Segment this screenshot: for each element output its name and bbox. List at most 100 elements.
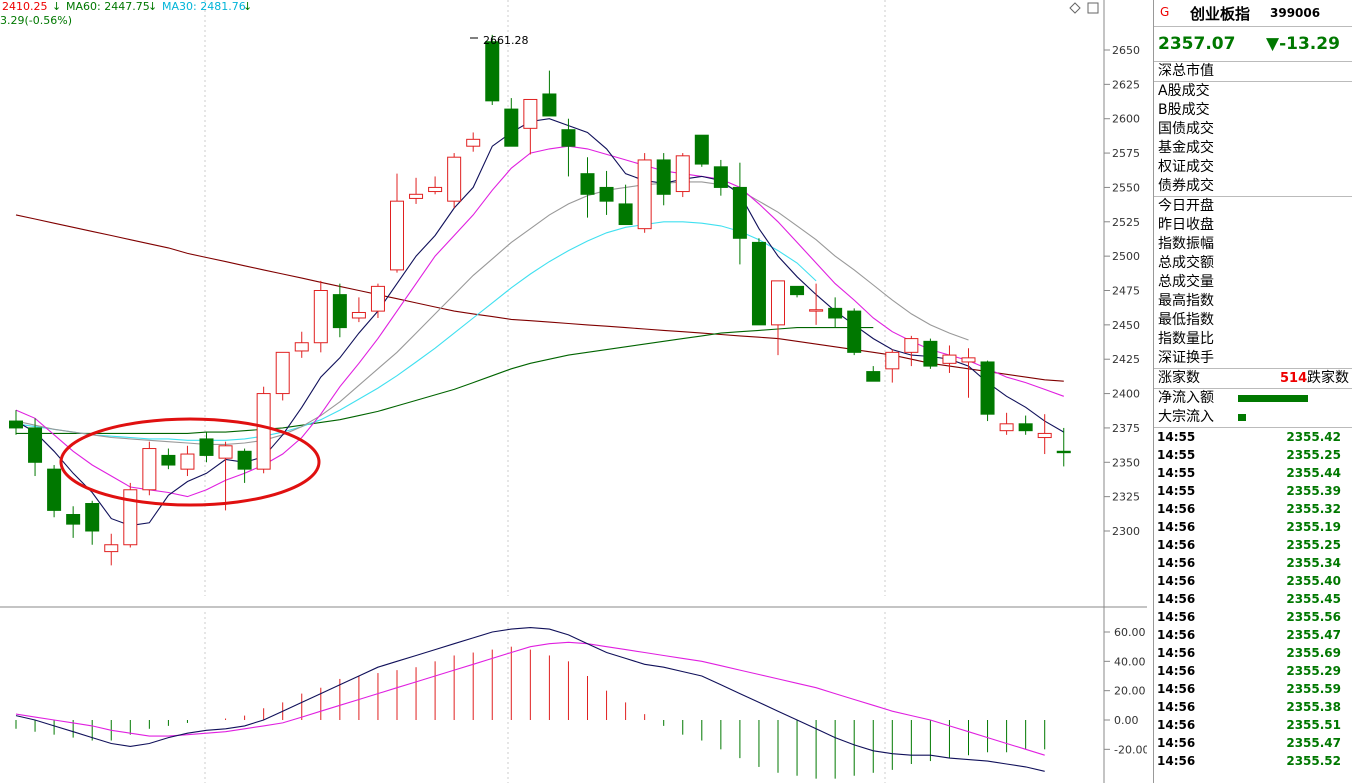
- stats-group: 今日开盘 昨日收盘 指数振幅 总成交额 总成交量 最高指数 最低指数 指数量比 深证换手: [1154, 197, 1352, 368]
- index-code: 399006: [1270, 6, 1321, 20]
- tick-row: 14:56 2355.56: [1154, 608, 1352, 626]
- candle-body: [447, 156, 462, 202]
- tick-time: 14:55: [1157, 484, 1196, 498]
- y-tick-label: 2375: [1112, 422, 1140, 435]
- candle-body: [713, 166, 728, 188]
- peak-label: 2661.28: [483, 34, 529, 47]
- tick-time: 14:56: [1157, 754, 1196, 768]
- tick-time: 14:56: [1157, 538, 1196, 552]
- candle-body: [218, 445, 233, 459]
- tick-price: 2355.32: [1286, 502, 1341, 516]
- tick-list[interactable]: 14:55 2355.42 14:55 2355.25 14:55 2355.44 14:5…: [1154, 428, 1352, 770]
- candle-body: [694, 134, 709, 165]
- tick-row: 14:56 2355.29: [1154, 662, 1352, 680]
- up-label: 涨家数: [1158, 370, 1200, 386]
- stat-label-2: 指数振幅: [1158, 236, 1214, 252]
- candle-body: [332, 294, 347, 329]
- y-tick-label: 2425: [1112, 353, 1140, 366]
- turnover-label-1: B股成交: [1158, 102, 1210, 118]
- ma250-line: [15, 214, 1064, 382]
- tick-price: 2355.69: [1286, 646, 1341, 660]
- ma-header-partial: 2410.25: [2, 0, 48, 13]
- highlight-ellipse: [59, 417, 321, 507]
- candle-body: [980, 361, 995, 415]
- candle-body: [732, 186, 747, 239]
- candle-body: [809, 309, 824, 312]
- macd-y-tick-label: 20.00: [1114, 685, 1146, 698]
- maximize-icon[interactable]: [1087, 2, 1099, 14]
- candle-body: [428, 186, 443, 193]
- macd-dea-line: [15, 641, 1045, 756]
- candle-body: [618, 203, 633, 226]
- candle-body: [47, 468, 62, 511]
- tick-row: 14:56 2355.32: [1154, 500, 1352, 518]
- ma-arrow-1: ↓: [52, 0, 61, 13]
- candle-body: [751, 241, 766, 326]
- tick-price: 2355.29: [1286, 664, 1341, 678]
- y-tick-label: 2475: [1112, 285, 1140, 298]
- candle-body: [504, 108, 519, 147]
- tick-price: 2355.44: [1286, 466, 1341, 480]
- stat-label-0: 今日开盘: [1158, 198, 1214, 214]
- stat-label-6: 最低指数: [1158, 312, 1214, 328]
- candle-body: [142, 448, 157, 491]
- tick-price: 2355.39: [1286, 484, 1341, 498]
- candle-body: [466, 138, 481, 147]
- candle-body: [294, 342, 309, 352]
- candle-body: [599, 186, 614, 202]
- tick-row: 14:56 2355.40: [1154, 572, 1352, 590]
- tick-price: 2355.19: [1286, 520, 1341, 534]
- candle-body: [771, 280, 785, 326]
- index-name: 创业板指: [1190, 5, 1251, 23]
- tick-price: 2355.45: [1286, 592, 1341, 606]
- candle-body: [656, 159, 671, 195]
- y-tick-label: 2650: [1112, 44, 1140, 57]
- tick-row: 14:55 2355.25: [1154, 446, 1352, 464]
- tick-price: 2355.42: [1286, 430, 1341, 444]
- tick-row: 14:56 2355.59: [1154, 680, 1352, 698]
- tick-price: 2355.59: [1286, 682, 1341, 696]
- macd-y-tick-label: 60.00: [1114, 626, 1146, 639]
- tick-row: 14:56 2355.19: [1154, 518, 1352, 536]
- tick-price: 2355.38: [1286, 700, 1341, 714]
- y-tick-label: 2325: [1112, 491, 1140, 504]
- change-label: 3.29(-0.56%): [0, 14, 72, 27]
- candle-body: [561, 129, 576, 147]
- tick-row: 14:56 2355.34: [1154, 554, 1352, 572]
- kline-chart[interactable]: 2650 2625 2600 2575 2550 2525 2500 2475 2450 2425…: [0, 0, 1147, 783]
- candle-body: [313, 290, 328, 344]
- candle-body: [104, 544, 119, 553]
- macd-y-tick-label: 0.00: [1114, 714, 1139, 727]
- tick-time: 14:56: [1157, 736, 1196, 750]
- y-tick-label: 2575: [1112, 147, 1140, 160]
- price-row: 2357.07 ▼-13.29: [1154, 27, 1352, 62]
- stat-label-5: 最高指数: [1158, 293, 1214, 309]
- breadth-row: 涨家数 514 跌家数: [1154, 369, 1352, 388]
- block-flow-row: 大宗流入: [1154, 408, 1352, 427]
- tick-price: 2355.25: [1286, 448, 1341, 462]
- tick-time: 14:56: [1157, 502, 1196, 516]
- tick-time: 14:56: [1157, 556, 1196, 570]
- tick-time: 14:55: [1157, 466, 1196, 480]
- tick-time: 14:56: [1157, 682, 1196, 696]
- diamond-icon[interactable]: [1069, 2, 1081, 14]
- candle-body: [199, 438, 214, 456]
- current-price: 2357.07: [1158, 34, 1236, 54]
- candle-body: [237, 450, 252, 470]
- candle-body: [485, 41, 500, 102]
- turnover-label-2: 国债成交: [1158, 121, 1214, 137]
- turnover-label-3: 基金成交: [1158, 140, 1214, 156]
- tick-row: 14:56 2355.25: [1154, 536, 1352, 554]
- net-flow-label: 净流入额: [1158, 390, 1214, 406]
- candle-body: [828, 307, 843, 319]
- candle-body: [904, 338, 919, 353]
- tick-row: 14:55 2355.39: [1154, 482, 1352, 500]
- ma30-line: [15, 221, 817, 441]
- tick-row: 14:56 2355.69: [1154, 644, 1352, 662]
- stat-label-1: 昨日收盘: [1158, 217, 1214, 233]
- candle-body: [637, 159, 652, 230]
- stat-label-8: 深证换手: [1158, 350, 1214, 366]
- candle-body: [961, 357, 976, 363]
- tick-price: 2355.40: [1286, 574, 1341, 588]
- block-flow-label: 大宗流入: [1158, 409, 1214, 425]
